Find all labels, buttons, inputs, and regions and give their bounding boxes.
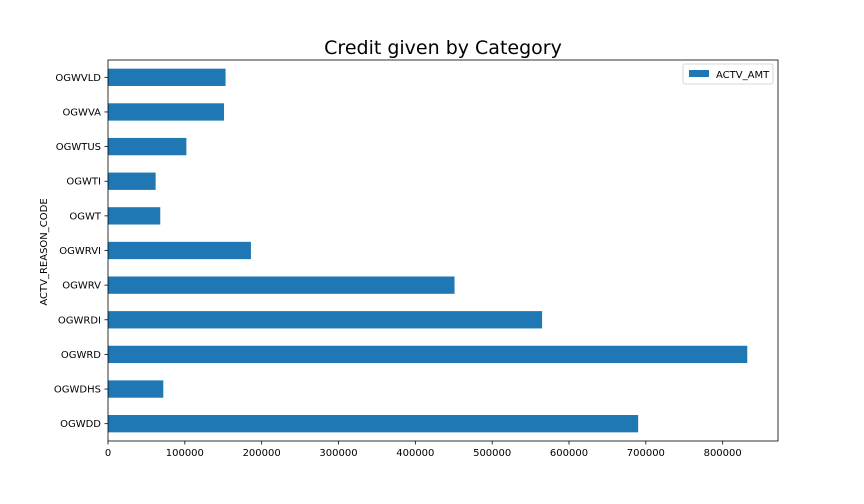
x-tick-label: 700000	[627, 448, 665, 459]
x-tick-label: 300000	[319, 448, 357, 459]
y-tick-label: OGWVA	[62, 107, 101, 118]
y-tick-label: OGWDD	[60, 419, 101, 430]
plot-frame	[107, 59, 779, 442]
bar-ogwdhs	[108, 380, 164, 398]
legend: ACTV_AMT	[682, 63, 774, 85]
x-tick-label: 0	[105, 448, 111, 459]
bar-ogwva	[108, 103, 225, 121]
y-tick-label: OGWT	[69, 211, 102, 222]
y-tick-label: OGWRV	[62, 281, 101, 292]
y-tick-label: OGWDHS	[54, 385, 101, 396]
bars-layer	[108, 68, 748, 433]
bar-ogwrvi	[108, 241, 251, 260]
x-tick-label: 500000	[473, 448, 511, 459]
bar-ogwrv	[108, 276, 455, 294]
bar-ogwrd	[108, 345, 748, 364]
bar-ogwtus	[108, 137, 187, 156]
x-tick-label: 400000	[396, 448, 434, 459]
y-tick-label: OGWTI	[66, 177, 101, 188]
y-tick-label: OGWRDI	[58, 315, 101, 326]
bar-ogwrdi	[108, 311, 543, 329]
legend-box	[682, 63, 774, 85]
x-tick-label: 200000	[243, 448, 281, 459]
y-tick-label: OGWRVI	[59, 246, 101, 257]
chart-title: Credit given by Category	[324, 37, 562, 59]
x-tick-label: 100000	[166, 448, 204, 459]
x-axis-ticks: 0 100000 200000 300000 400000 500000 600000 700…	[105, 441, 742, 459]
bar-ogwt	[108, 207, 161, 225]
legend-swatch	[689, 70, 709, 77]
y-axis-label: ACTV_REASON_CODE	[39, 198, 50, 305]
x-tick-label: 800000	[704, 448, 742, 459]
bar-ogwdd	[108, 415, 639, 433]
y-tick-label: OGWTUS	[56, 142, 101, 153]
y-tick-label: OGWVLD	[55, 73, 101, 84]
y-tick-label: OGWRD	[61, 350, 101, 361]
legend-label: ACTV_AMT	[716, 70, 770, 81]
bar-ogwti	[108, 172, 156, 190]
x-tick-label: 600000	[550, 448, 588, 459]
bar-ogwvld	[108, 68, 226, 86]
y-axis-ticks: OGWDD OGWDHS OGWRD OGWRDI OGWRV OGWRVI OGWT OGW…	[54, 73, 108, 430]
